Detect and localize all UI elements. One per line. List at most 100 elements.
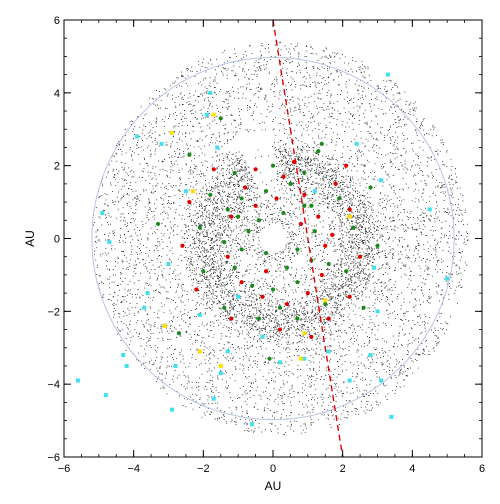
red-point [357,254,363,259]
cyan-point [145,291,150,296]
red-point [347,207,352,212]
green-point [187,152,192,157]
green-point [302,203,307,208]
x-tick-label: 2 [340,463,346,475]
yellow-point [163,323,168,328]
x-tick-label: 4 [409,463,415,475]
cyan-point [142,305,147,310]
x-tick-label: 0 [270,463,276,475]
cyan-point [218,371,223,376]
green-point [295,247,300,252]
green-point [337,196,342,201]
green-point [208,192,213,197]
red-point [253,203,258,208]
x-tick-label: 6 [479,463,485,475]
red-point [298,221,303,227]
green-point [351,225,356,230]
cyan-point [173,363,178,368]
cyan-point [204,112,209,117]
yellow-point [169,130,174,135]
yellow-point [302,331,307,336]
green-point [375,243,380,248]
cyan-point [427,207,432,212]
green-point [302,170,307,176]
green-point [319,141,324,146]
red-point [229,214,234,219]
yellow-point [190,189,195,194]
cyan-point [169,407,174,412]
cyan-point [166,261,171,266]
red-point [211,167,216,172]
red-point [239,280,244,285]
green-point [155,221,161,227]
cyan-point [107,240,112,245]
red-point [333,181,338,186]
particle-ring-series [93,41,469,435]
divider-line [272,19,344,458]
red-point [194,287,199,292]
red-point [229,316,234,321]
yellow-point [197,349,202,354]
green-point [232,265,237,270]
red-point [305,291,310,296]
red-point [347,294,352,299]
cyan-point [277,360,282,365]
red-point [302,192,307,197]
green-point [256,316,262,321]
green-point [295,316,300,321]
cyan-point [208,90,213,95]
y-tick-label: −6 [47,452,60,464]
red-point [281,174,286,179]
cyan-point [121,353,126,358]
red-point [277,327,283,332]
x-tick-label: −6 [58,463,71,475]
green-point [176,331,182,336]
y-tick-label: 2 [54,161,60,173]
green-point [225,207,230,212]
cyan-point [354,141,359,146]
y-axis-label: AU [23,230,37,247]
cyan-point [372,265,377,270]
green-point [250,283,255,288]
y-tick-label: 6 [54,15,60,27]
cyan-point [368,353,373,358]
green-point [246,229,251,234]
cyan-point [225,349,230,354]
y-tick-label: −4 [47,379,60,391]
green-point [270,287,276,292]
green-point [201,269,206,274]
x-tick-label: −4 [127,463,140,475]
particle-dots [93,41,469,435]
yellow-point [323,298,328,303]
red-point [180,243,185,248]
green-point [344,269,349,274]
green-point [267,356,272,361]
green-point [218,116,223,121]
y-tick-label: 0 [54,234,60,246]
red-point [263,269,269,274]
cyan-point [375,309,380,314]
green-point [239,196,244,201]
green-point [312,229,317,234]
cyan-point [75,378,80,383]
red-point [323,243,328,248]
yellow-point [211,112,216,117]
red-point [344,163,349,168]
cyan-point [326,349,331,354]
cyan-point [215,145,220,150]
green-point [222,240,227,245]
red-point [225,254,230,259]
divider-line-layer [272,19,344,458]
green-point [277,305,283,310]
reference-circle-layer [91,56,455,421]
cyan-point [389,414,394,419]
cyan-point [378,178,383,183]
cyan-point [260,334,265,339]
green-point [256,218,262,223]
cyan-point [183,189,188,194]
red-point [326,316,331,321]
green-point [326,261,331,267]
green-point [368,185,373,190]
